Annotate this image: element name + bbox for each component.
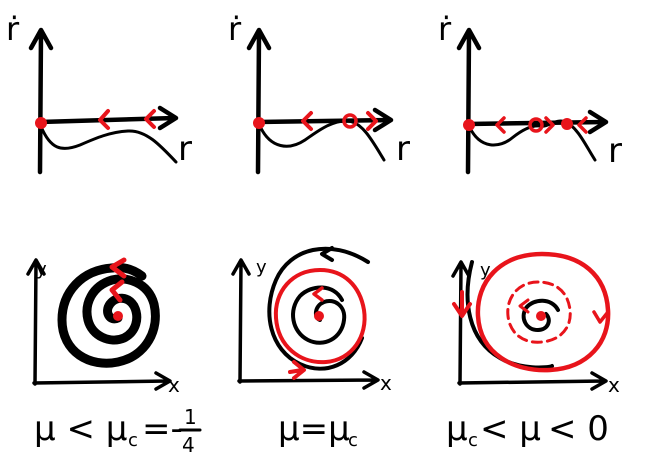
panel-2-rdot-axis	[246, 27, 272, 175]
panel-2-origin-fixed-point	[314, 311, 324, 321]
panel-2-caption-lhs: μ=μ	[278, 409, 350, 449]
panel-1-y-axis	[26, 258, 46, 386]
panel-3-caption-mu: μ	[446, 409, 468, 449]
panel-1-caption-sub: c	[128, 430, 138, 451]
panel-1-caption: μ < μ c =- 1 4	[34, 405, 202, 457]
panel-1-r-axis	[37, 105, 179, 131]
panel-1-phase-portrait: y x	[26, 257, 180, 397]
panel-3-rdot-label: ṙ	[438, 10, 452, 48]
panel-1-flow-arrow-2	[144, 109, 156, 129]
panel-3-caption: μ c < μ < 0	[446, 409, 609, 451]
panel-3-stable-limit-cycle	[475, 251, 611, 373]
panel-1-caption-den: 4	[182, 433, 195, 457]
panel-1-y-label: y	[36, 259, 47, 280]
panel-3-caption-mid: < μ	[480, 409, 541, 449]
panel-1-spiral	[57, 263, 160, 368]
panel-2-y-axis	[231, 258, 251, 384]
panel-3-radial-plot: ṙ r	[438, 10, 622, 175]
panel-1-origin-fixed-point	[113, 311, 123, 321]
panel-2-stable-fixed-point	[253, 117, 265, 129]
panel-1-rdot-label: ṙ	[6, 10, 20, 48]
panel-1-spiral-arrow-1	[109, 257, 127, 279]
panel-1-r-label: r	[178, 129, 192, 169]
panel-3-y-axis	[451, 260, 471, 386]
panel-3-trajectory-arrow	[452, 290, 472, 318]
panel-3-flow-arrow-3	[577, 116, 588, 134]
panel-3-unstable-limit-cycle	[506, 280, 572, 344]
panel-2-r-axis	[255, 107, 394, 133]
panel-3-unstable-fixed-point	[528, 117, 544, 133]
panel-3-phase-portrait: y x	[451, 251, 620, 397]
panel-3-y-label: y	[480, 260, 491, 281]
panel-1-caption-num: 1	[184, 405, 197, 429]
panel-1-caption-lhs: μ < μ	[34, 409, 127, 449]
panel-3-x-label: x	[608, 373, 620, 397]
panel-3-inner-spiral	[521, 298, 560, 332]
panel-2-arrow-bottom	[288, 360, 306, 380]
panel-1-caption-eq: =-	[142, 409, 183, 449]
panel-3-flow-arrow-1	[495, 116, 506, 134]
panel-3-rdot-curve	[467, 119, 597, 162]
panel-3-r-label: r	[608, 131, 622, 171]
panel-3-stable-limit-point	[561, 118, 573, 130]
panel-1-flow-arrow-1	[98, 109, 110, 130]
panel-2-caption-sub: c	[348, 430, 358, 451]
panel-2-r-label: r	[396, 129, 410, 169]
panel-3-stable-fixed-point	[463, 119, 475, 131]
panel-2-semistable-fixed-point	[342, 113, 358, 129]
panel-1-rdot-curve	[38, 122, 178, 164]
panel-3-caption-sub: c	[468, 430, 478, 451]
panel-2-flow-arrow-1	[301, 111, 313, 131]
panel-3-flow-arrow-2	[544, 116, 555, 134]
panel-2-flow-arrow-2	[366, 111, 378, 131]
panel-2-x-axis	[237, 370, 380, 390]
panel-3-x-axis	[457, 371, 608, 391]
panel-1-spiral-arrow-2	[109, 279, 125, 303]
panel-2-inner-spiral	[291, 285, 347, 345]
panel-3-cycle-arrow	[592, 310, 610, 324]
panel-2-phase-portrait: y x	[231, 246, 392, 395]
panel-3-caption-rhs: < 0	[548, 409, 609, 449]
panel-2-caption: μ=μ c	[278, 409, 358, 451]
panel-2-y-label: y	[256, 257, 267, 278]
panel-1-x-label: x	[168, 373, 180, 397]
panel-2-arrow-inner	[312, 286, 324, 302]
panel-3-inner-arrow	[518, 298, 530, 314]
panel-2-arrow-top	[320, 246, 334, 262]
panel-2-rdot-curve	[257, 119, 386, 162]
panel-1-rdot-axis	[28, 27, 54, 175]
panel-3-rdot-axis	[456, 27, 482, 175]
panel-2-x-label: x	[380, 371, 392, 395]
panel-1-x-axis	[32, 371, 172, 391]
panel-2-rdot-label: ṙ	[228, 10, 242, 48]
panel-1-fixed-point	[35, 117, 47, 129]
panel-2-outer-trajectory	[267, 246, 370, 371]
panel-2-semistable-cycle	[273, 268, 367, 365]
panel-1-radial-plot: ṙ r	[6, 10, 192, 175]
panel-2-radial-plot: ṙ r	[228, 10, 410, 175]
panel-3-origin-fixed-point	[536, 311, 546, 321]
